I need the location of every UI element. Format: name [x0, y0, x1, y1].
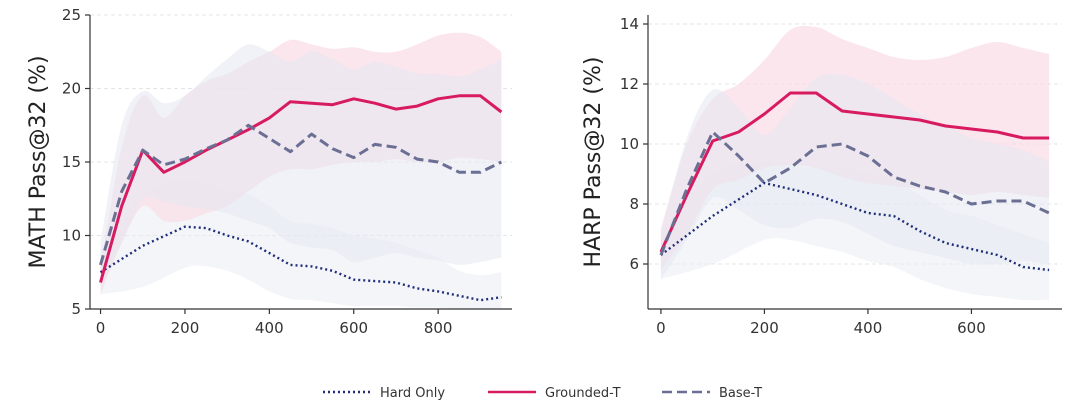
math-band-base-t	[100, 44, 502, 287]
math-x-tick-label: 800	[424, 319, 453, 337]
harp-x-tick-label: 0	[656, 319, 666, 337]
math-y-tick-label: 25	[62, 6, 81, 24]
math-y-tick-label: 5	[71, 300, 81, 318]
math-y-tick-label: 15	[62, 153, 81, 171]
harp-band-base-t	[660, 74, 1050, 279]
legend-item-grounded-t: Grounded-T	[488, 386, 621, 401]
harp-line-hard-only	[660, 181, 1050, 272]
math-y-axis-label: MATH Pass@32 (%)	[26, 55, 51, 268]
math-y-tick-label: 10	[62, 227, 81, 245]
harp-x-tick-label: 600	[957, 319, 986, 337]
math-line-hard-only	[99, 225, 502, 302]
harp-y-tick-label: 8	[629, 195, 639, 213]
harp-x-tick-label: 200	[750, 319, 779, 337]
math-x-tick-label: 0	[96, 319, 106, 337]
legend-label-hard-only: Hard Only	[380, 386, 445, 401]
legend-item-base-t: Base-T	[662, 386, 762, 401]
harp-series-lines	[659, 91, 1050, 272]
harp-y-axis-label: HARP Pass@32 (%)	[581, 57, 606, 268]
harp-confidence-bands	[660, 25, 1050, 301]
harp-y-tick-label: 6	[629, 255, 639, 273]
legend: Hard Only Grounded-T Base-T	[323, 386, 762, 401]
legend-label-grounded-t: Grounded-T	[545, 386, 621, 401]
harp-panel: 6 8 10 12 14 0 200 400 600 HARP Pass@32 (%)	[581, 15, 1062, 337]
math-panel: 5 10 15 20 25 0 200 400 600 800 MATH Pass@32 (%)	[26, 6, 512, 337]
math-line-grounded-t	[99, 94, 503, 283]
harp-y-tick-label: 10	[620, 135, 639, 153]
math-x-tick-label: 200	[171, 319, 200, 337]
math-confidence-bands	[100, 32, 502, 310]
legend-item-hard-only: Hard Only	[323, 386, 445, 401]
math-series-lines	[99, 94, 503, 302]
harp-line-grounded-t	[659, 91, 1050, 253]
math-x-tick-label: 400	[255, 319, 284, 337]
math-y-tick-label: 20	[62, 80, 81, 98]
harp-y-tick-label: 12	[620, 75, 639, 93]
harp-x-tick-label: 400	[854, 319, 883, 337]
math-x-tick-label: 600	[339, 319, 368, 337]
harp-line-base-t	[659, 130, 1050, 256]
harp-y-tick-label: 14	[620, 15, 639, 33]
legend-label-base-t: Base-T	[719, 386, 762, 401]
math-line-base-t	[99, 123, 503, 266]
